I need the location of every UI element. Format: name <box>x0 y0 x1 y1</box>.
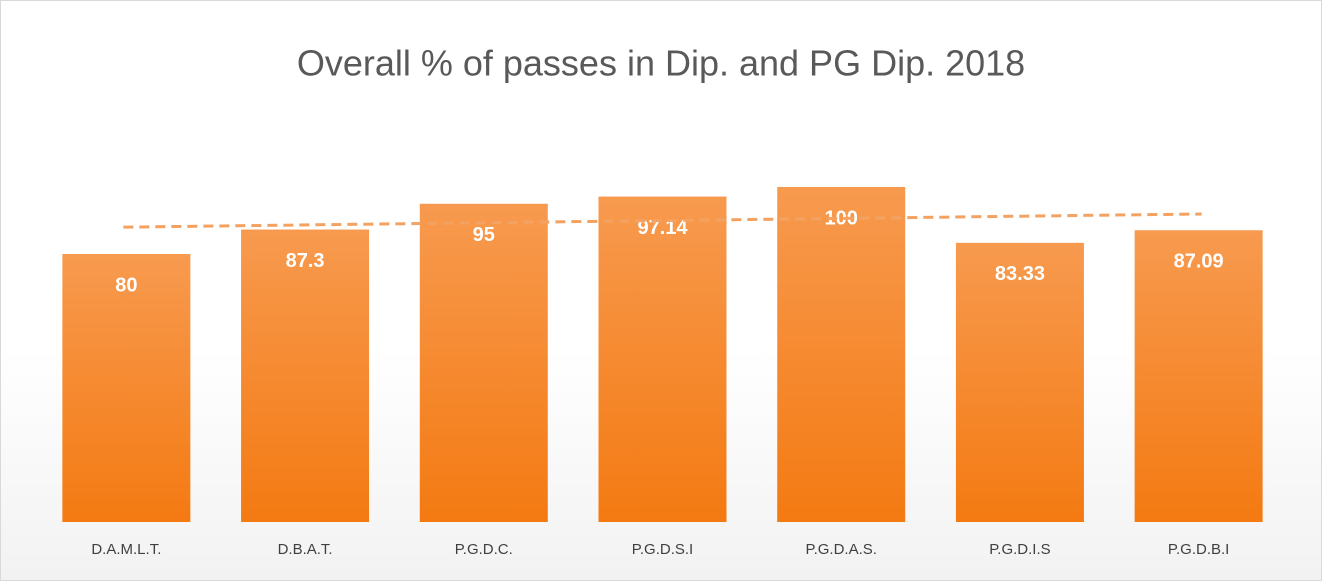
bar <box>598 196 727 522</box>
data-label: 83.33 <box>995 263 1045 285</box>
x-tick-label: D.B.A.T. <box>278 541 333 558</box>
trendline <box>123 212 1202 229</box>
bar <box>1134 230 1263 522</box>
bar <box>955 242 1084 523</box>
data-label: 87.09 <box>1174 251 1224 273</box>
x-tick-label: P.G.D.C. <box>455 541 513 558</box>
x-tick-label: D.A.M.L.T. <box>91 541 161 558</box>
data-label: 100 <box>825 207 858 229</box>
data-label: 95 <box>473 224 495 246</box>
data-label: 87.3 <box>286 250 325 272</box>
bar <box>241 229 370 523</box>
bar <box>62 254 191 522</box>
data-label: 97.14 <box>637 217 688 239</box>
x-tick-label: P.G.D.A.S. <box>806 541 877 558</box>
bar <box>777 187 906 522</box>
data-label: 80 <box>115 274 137 296</box>
bar <box>419 203 548 522</box>
chart-title: Overall % of passes in Dip. and PG Dip. … <box>297 43 1025 84</box>
x-tick-label: P.G.D.I.S <box>989 541 1050 558</box>
x-tick-label: P.G.D.S.I <box>632 541 693 558</box>
x-tick-label: P.G.D.B.I <box>1168 541 1229 558</box>
